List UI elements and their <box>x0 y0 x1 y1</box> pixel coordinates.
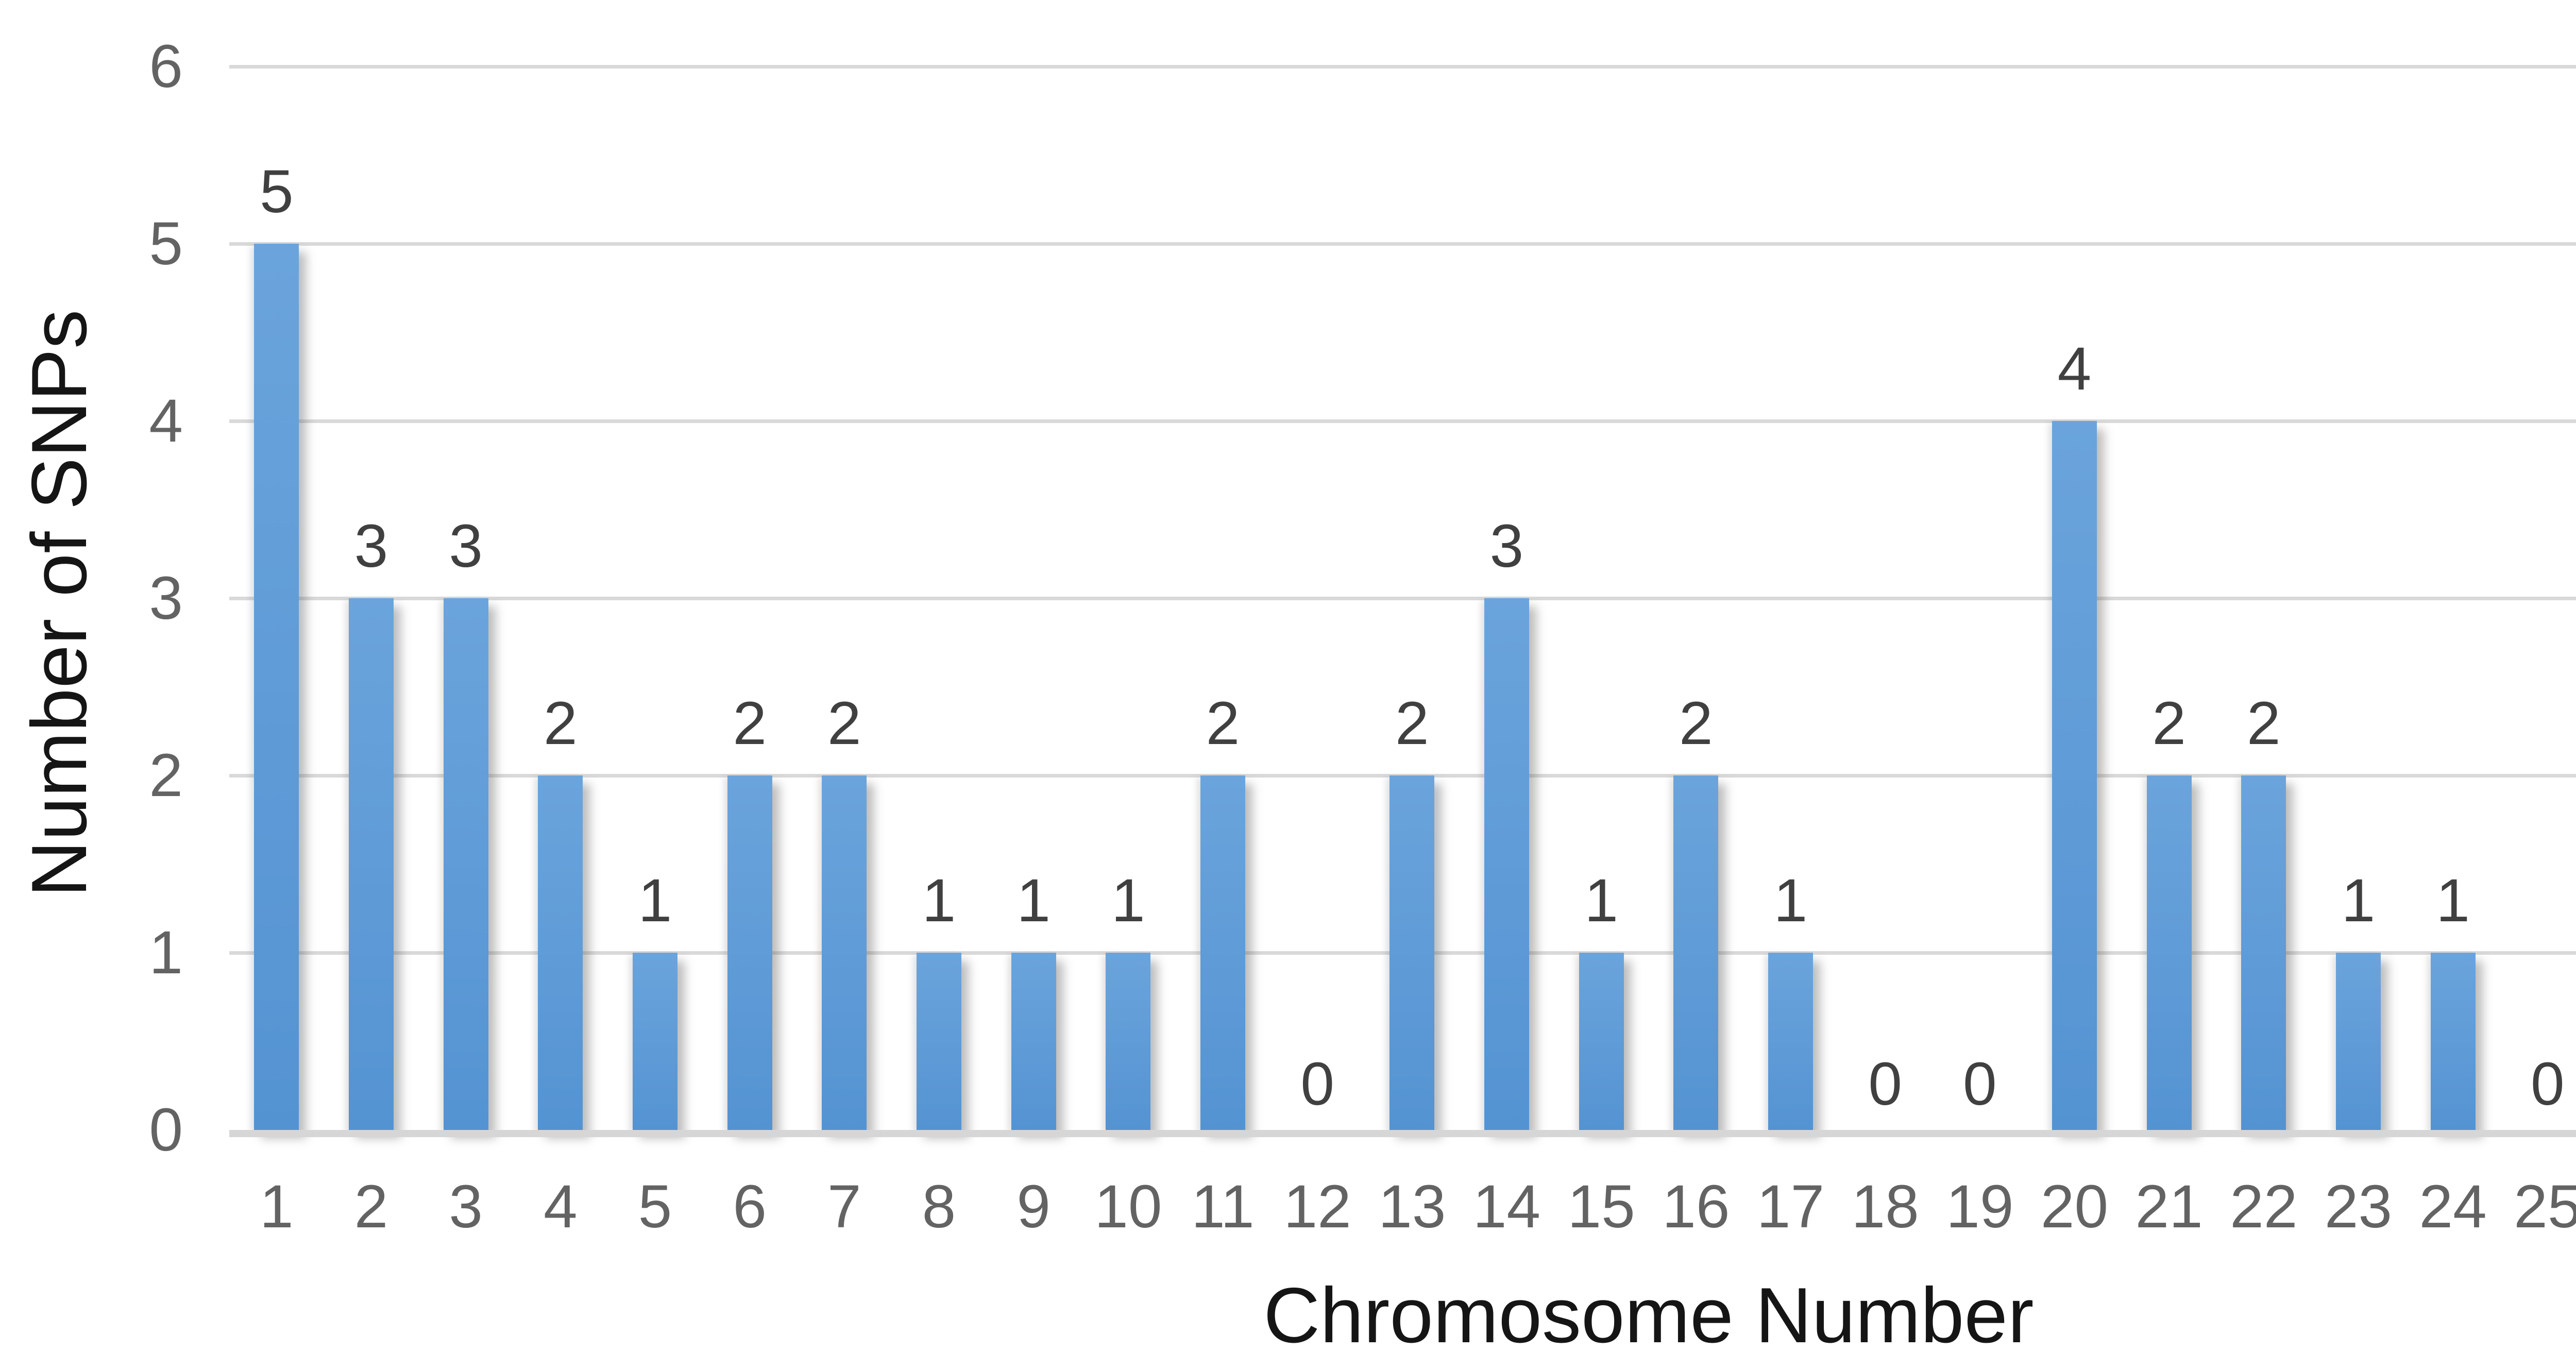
y-tick-label-1: 1 <box>149 919 183 987</box>
bar-chromosome-6 <box>727 775 772 1130</box>
bar-chromosome-13 <box>1389 775 1435 1130</box>
x-tick-label-7: 7 <box>827 1173 861 1241</box>
data-label-chromosome-12: 0 <box>1300 1050 1334 1118</box>
x-tick-label-18: 18 <box>1851 1173 1919 1241</box>
y-tick-label-6: 6 <box>149 32 183 100</box>
x-tick-label-20: 20 <box>2040 1173 2109 1241</box>
data-label-chromosome-5: 1 <box>638 867 672 935</box>
data-label-chromosome-25: 0 <box>2531 1050 2565 1118</box>
bar-chromosome-2 <box>349 598 394 1130</box>
x-tick-label-1: 1 <box>260 1173 294 1241</box>
bar-chromosome-20 <box>2052 421 2097 1130</box>
data-label-chromosome-8: 1 <box>922 867 956 935</box>
x-tick-label-15: 15 <box>1567 1173 1635 1241</box>
x-tick-label-3: 3 <box>449 1173 483 1241</box>
x-tick-label-23: 23 <box>2324 1173 2393 1241</box>
x-tick-label-6: 6 <box>733 1173 767 1241</box>
data-label-chromosome-17: 1 <box>1773 867 1808 935</box>
data-label-chromosome-4: 2 <box>544 689 578 757</box>
x-tick-label-19: 19 <box>1946 1173 2014 1241</box>
data-label-chromosome-10: 1 <box>1111 867 1145 935</box>
bar-chromosome-5 <box>633 953 677 1130</box>
x-tick-label-21: 21 <box>2135 1173 2203 1241</box>
data-label-chromosome-13: 2 <box>1395 689 1429 757</box>
bar-chromosome-7 <box>822 775 867 1130</box>
bar-chromosome-4 <box>538 775 583 1130</box>
x-tick-label-10: 10 <box>1094 1173 1162 1241</box>
x-tick-label-13: 13 <box>1378 1173 1446 1241</box>
y-tick-label-4: 4 <box>149 387 183 455</box>
data-label-chromosome-21: 2 <box>2152 689 2186 757</box>
data-label-chromosome-9: 1 <box>1016 867 1050 935</box>
bar-chromosome-17 <box>1768 953 1813 1130</box>
data-label-chromosome-1: 5 <box>260 158 294 226</box>
x-tick-label-16: 16 <box>1662 1173 1730 1241</box>
data-label-chromosome-3: 3 <box>449 512 483 580</box>
y-tick-label-0: 0 <box>149 1096 183 1164</box>
x-axis-title: Chromosome Number <box>1263 1272 2034 1359</box>
gridline-6 <box>229 65 2576 69</box>
data-label-chromosome-7: 2 <box>827 689 861 757</box>
bar-chromosome-8 <box>917 953 961 1130</box>
data-label-chromosome-15: 1 <box>1584 867 1618 935</box>
data-label-chromosome-18: 0 <box>1868 1050 1902 1118</box>
bar-chromosome-14 <box>1484 598 1529 1130</box>
data-label-chromosome-2: 3 <box>354 512 388 580</box>
bar-chromosome-24 <box>2430 953 2476 1130</box>
x-tick-label-12: 12 <box>1283 1173 1351 1241</box>
gridline-5 <box>229 242 2576 246</box>
bar-chromosome-15 <box>1579 953 1624 1130</box>
x-tick-label-8: 8 <box>922 1173 956 1241</box>
gridline-4 <box>229 419 2576 423</box>
x-tick-label-14: 14 <box>1472 1173 1541 1241</box>
data-label-chromosome-6: 2 <box>733 689 767 757</box>
data-label-chromosome-11: 2 <box>1206 689 1240 757</box>
x-tick-label-11: 11 <box>1191 1173 1255 1241</box>
data-label-chromosome-22: 2 <box>2247 689 2281 757</box>
bar-chromosome-22 <box>2241 775 2286 1130</box>
data-label-chromosome-19: 0 <box>1963 1050 1997 1118</box>
x-tick-label-5: 5 <box>638 1173 672 1241</box>
x-tick-label-24: 24 <box>2419 1173 2487 1241</box>
x-tick-label-2: 2 <box>354 1173 388 1241</box>
x-tick-label-9: 9 <box>1016 1173 1050 1241</box>
x-tick-label-22: 22 <box>2230 1173 2298 1241</box>
bar-chromosome-11 <box>1200 775 1245 1130</box>
bar-chromosome-23 <box>2336 953 2381 1130</box>
bar-chromosome-9 <box>1011 953 1056 1130</box>
data-label-chromosome-23: 1 <box>2341 867 2376 935</box>
bar-chromosome-10 <box>1106 953 1151 1130</box>
x-tick-label-4: 4 <box>544 1173 578 1241</box>
gridline-3 <box>229 597 2576 600</box>
bar-chromosome-21 <box>2146 775 2192 1130</box>
data-label-chromosome-24: 1 <box>2436 867 2470 935</box>
y-tick-label-3: 3 <box>149 564 183 632</box>
bar-chromosome-16 <box>1673 775 1719 1130</box>
y-tick-label-2: 2 <box>149 741 183 809</box>
x-tick-label-25: 25 <box>2514 1173 2576 1241</box>
y-tick-label-5: 5 <box>149 210 183 278</box>
data-label-chromosome-14: 3 <box>1489 512 1524 580</box>
x-axis-line <box>229 1130 2576 1137</box>
bar-chromosome-1 <box>254 244 299 1130</box>
x-tick-label-17: 17 <box>1756 1173 1825 1241</box>
bar-chromosome-3 <box>443 598 488 1130</box>
data-label-chromosome-20: 4 <box>2057 335 2092 403</box>
data-label-chromosome-16: 2 <box>1679 689 1713 757</box>
